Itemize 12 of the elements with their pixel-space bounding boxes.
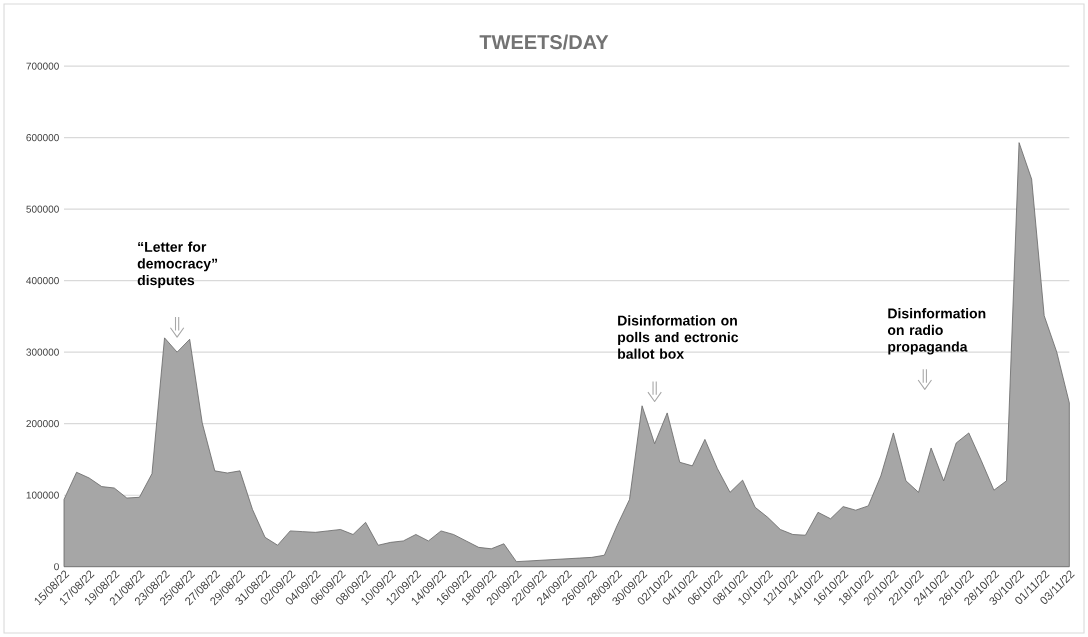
y-tick-label: 600000 <box>26 134 59 142</box>
y-tick-label: 400000 <box>26 277 59 285</box>
y-tick-label: 700000 <box>26 62 59 70</box>
annotation: “Letter for democracy” disputes <box>137 241 218 288</box>
y-tick-label: 200000 <box>26 420 59 428</box>
y-tick-label: 100000 <box>26 491 59 499</box>
y-tick-label: 500000 <box>26 205 59 213</box>
y-tick-label: 300000 <box>26 348 59 356</box>
annotation: Disinformation on polls and ectronic ballot box <box>618 315 739 359</box>
annotation: Disinformation on radio propaganda <box>887 308 986 355</box>
chart-title: TWEETS/DAY <box>479 34 609 50</box>
y-tick-label: 0 <box>54 563 59 571</box>
